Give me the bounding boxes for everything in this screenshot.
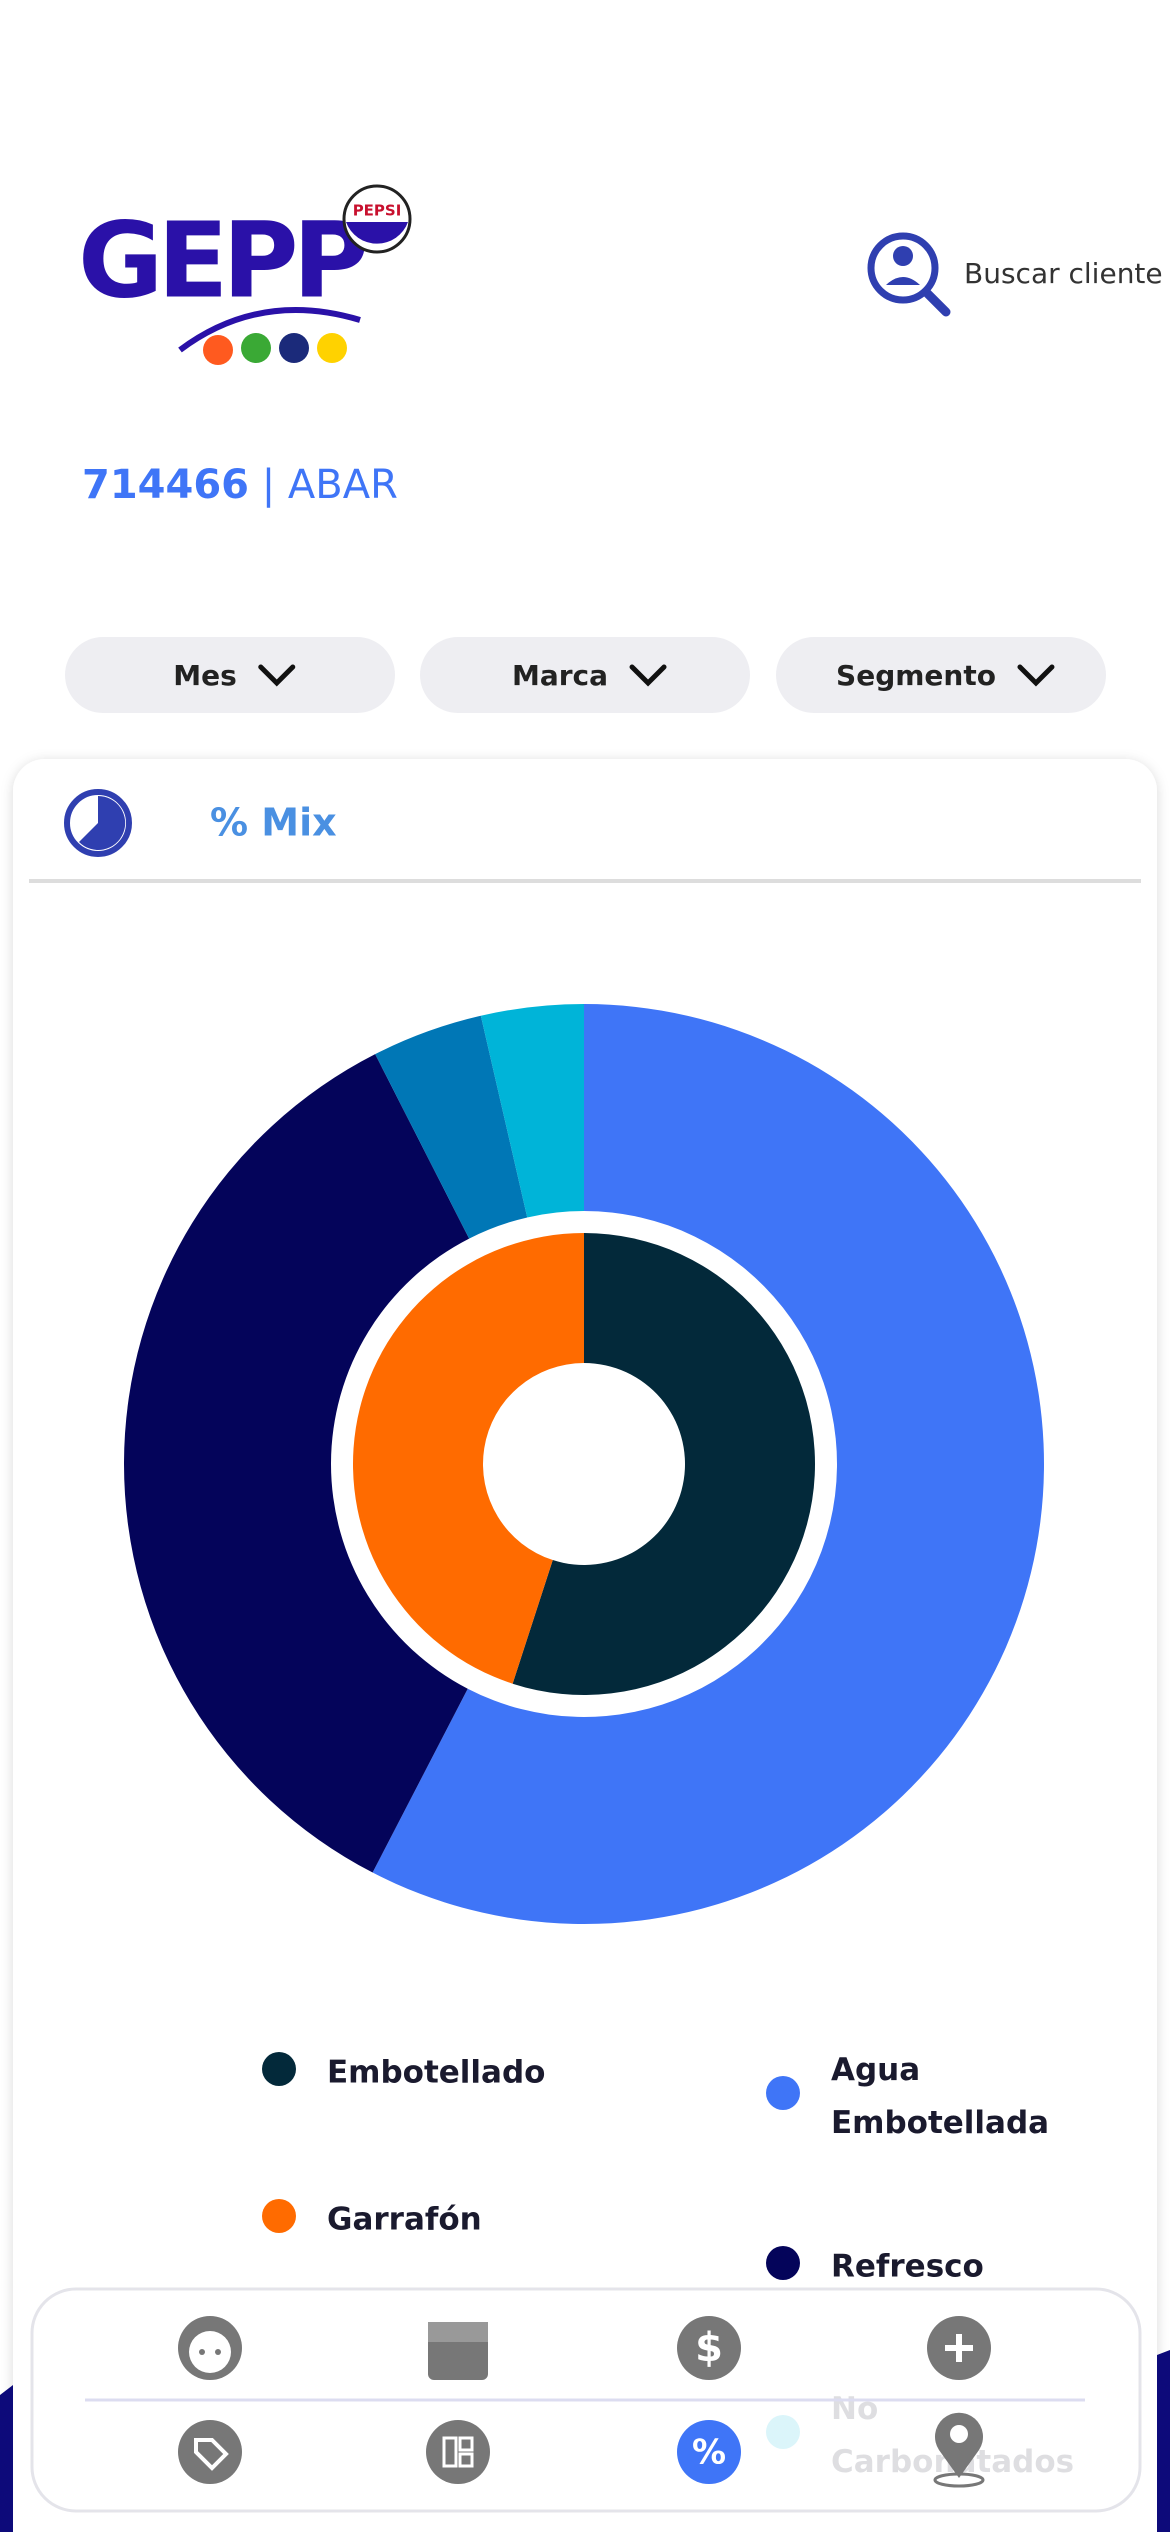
svg-text:$: $ [695, 2325, 723, 2371]
pill-bg [776, 637, 1106, 713]
client-id: 714466 [82, 462, 249, 508]
card-icon [64, 789, 132, 857]
pill-bg [65, 637, 395, 713]
legend-swatch [262, 2052, 296, 2086]
nav-add[interactable] [927, 2316, 991, 2380]
donut-slice [480, 1004, 584, 1218]
chevron [629, 664, 667, 687]
legend-swatch [262, 2199, 296, 2233]
legend-item[interactable]: Refresco [766, 2246, 984, 2285]
filter-pill[interactable]: Marca [420, 637, 750, 713]
search-label: Buscar cliente [964, 257, 1163, 290]
nav-sales[interactable]: $ [677, 2316, 741, 2380]
client-separator: | [262, 462, 275, 508]
donut-slice [512, 1233, 815, 1695]
legend-item[interactable]: Embotellado [262, 2052, 545, 2091]
legend-item[interactable]: Garrafón [262, 2199, 482, 2238]
nav-map[interactable] [933, 2412, 985, 2488]
nav-tags[interactable] [178, 2420, 242, 2484]
chart [123, 1004, 1044, 1924]
card-title: % Mix [210, 801, 337, 845]
filter-label: Segmento [836, 659, 996, 692]
legend-label: Garrafón [327, 2202, 482, 2238]
bottom-nav: $ % [30, 2287, 1142, 2513]
logo-text: GEPP [78, 199, 365, 321]
search-client[interactable]: Buscar cliente [867, 232, 1163, 317]
logo-badge: PEPSI [353, 202, 402, 220]
legend-label: Refresco [831, 2249, 984, 2285]
legend-label: Agua Embotellada [831, 2052, 1049, 2141]
client-line: 714466 | ABAR [82, 462, 398, 508]
legend-swatch [766, 2076, 800, 2110]
filter-pill[interactable]: Segmento [776, 637, 1106, 713]
filter-label: Marca [512, 659, 608, 692]
nav-mix[interactable]: % [677, 2420, 741, 2484]
client-name: ABAR [288, 462, 398, 508]
legend-swatch [766, 2246, 800, 2280]
chevron [1017, 664, 1055, 687]
donut-slice [372, 1004, 1044, 1924]
donut-slice [375, 1015, 528, 1239]
filter-pill[interactable]: Mes [65, 637, 395, 713]
pill-bg [420, 637, 750, 713]
nav-client[interactable] [178, 2316, 242, 2380]
donut-slice [352, 1232, 584, 1684]
donut-slice [123, 1054, 470, 1873]
nav-dashboard[interactable] [426, 2420, 490, 2484]
filter-label: Mes [173, 659, 237, 692]
svg-text:%: % [692, 2433, 726, 2473]
chevron [258, 664, 296, 687]
legend-label: Embotellado [327, 2055, 545, 2091]
nav-store[interactable] [428, 2322, 488, 2380]
legend-item[interactable]: Agua Embotellada [766, 2052, 1049, 2141]
logo: GEPP PEPSI [78, 184, 412, 365]
